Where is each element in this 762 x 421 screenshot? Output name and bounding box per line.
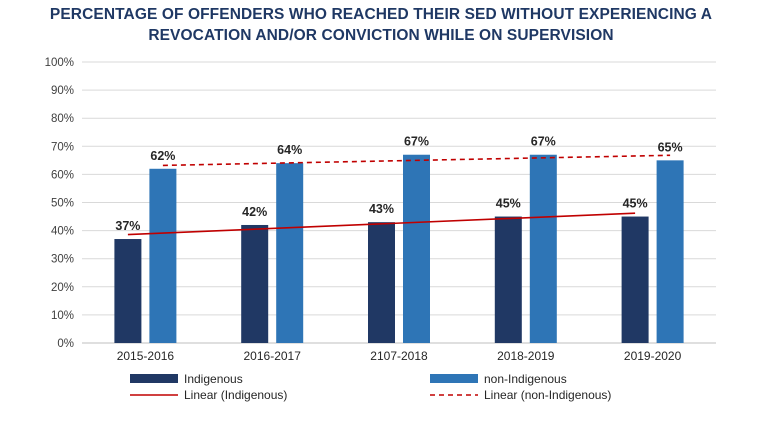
y-tick-label: 0%: [57, 338, 74, 350]
legend-label: Linear (non-Indigenous): [484, 388, 611, 402]
data-label: 65%: [658, 140, 683, 154]
legend-swatch: [430, 374, 478, 383]
data-label: 67%: [404, 135, 429, 149]
y-tick-label: 20%: [51, 282, 74, 294]
x-tick-label: 2018-2019: [497, 349, 555, 363]
y-tick-label: 40%: [51, 226, 74, 238]
data-label: 62%: [150, 149, 175, 163]
bar-indigenous: [494, 216, 522, 343]
y-tick-label: 70%: [51, 141, 74, 153]
bar-indigenous: [368, 222, 395, 343]
y-tick-label: 100%: [45, 57, 74, 69]
chart-title: PERCENTAGE OF OFFENDERS WHO REACHED THEI…: [0, 4, 762, 46]
trendline-indigenous: [127, 212, 636, 236]
chart-title-line-2: REVOCATION AND/OR CONVICTION WHILE ON SU…: [148, 27, 614, 44]
data-label: 37%: [115, 219, 140, 233]
legend-swatch: [130, 374, 178, 383]
data-label: 45%: [623, 197, 648, 211]
x-tick-label: 2107-2018: [370, 349, 428, 363]
legend-label: non-Indigenous: [484, 372, 567, 386]
x-tick-label: 2015-2016: [117, 349, 175, 363]
data-label: 45%: [496, 197, 521, 211]
bar-non-indigenous: [403, 154, 430, 343]
bar-non-indigenous: [656, 160, 684, 343]
y-tick-label: 60%: [51, 169, 74, 181]
data-label: 67%: [531, 135, 556, 149]
y-tick-label: 10%: [51, 310, 74, 322]
bar-indigenous: [114, 239, 142, 343]
trendline-non-indigenous: [162, 154, 671, 167]
legend-label: Linear (Indigenous): [184, 388, 287, 402]
bar-indigenous: [241, 224, 269, 343]
data-label: 42%: [242, 205, 267, 219]
bar-indigenous: [621, 216, 649, 343]
bar-non-indigenous: [276, 163, 304, 343]
y-tick-label: 80%: [51, 113, 74, 125]
y-tick-label: 30%: [51, 254, 74, 266]
x-tick-label: 2019-2020: [624, 349, 682, 363]
data-label: 64%: [277, 143, 302, 157]
y-tick-label: 90%: [51, 85, 74, 97]
chart-title-line-1: PERCENTAGE OF OFFENDERS WHO REACHED THEI…: [49, 6, 713, 23]
legend-label: Indigenous: [184, 372, 243, 386]
data-label: 43%: [369, 202, 394, 216]
y-tick-label: 50%: [51, 198, 74, 210]
bar-non-indigenous: [529, 154, 557, 343]
x-tick-label: 2016-2017: [244, 349, 302, 363]
bar-non-indigenous: [149, 168, 177, 343]
